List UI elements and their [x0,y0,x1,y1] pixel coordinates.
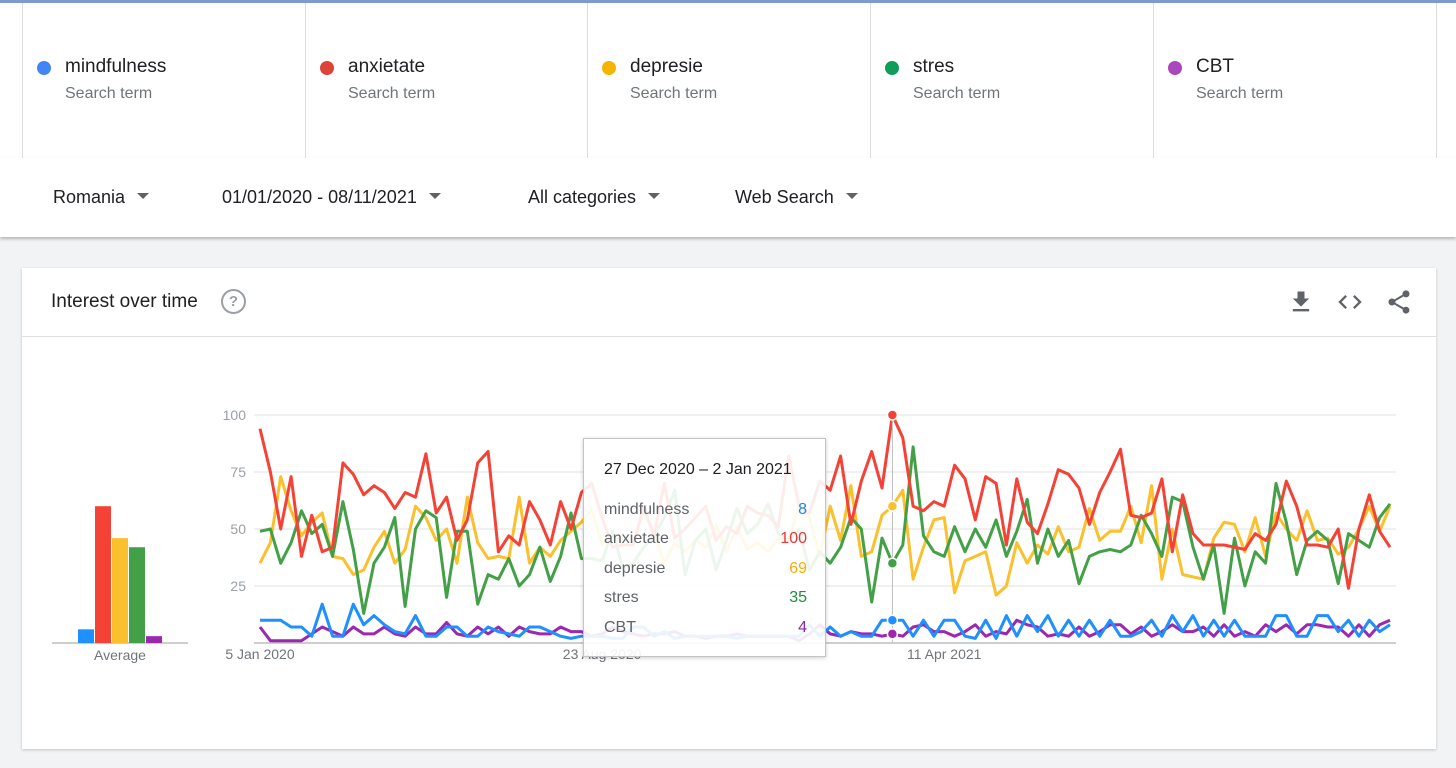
average-bar-stres [129,547,145,643]
region-dropdown[interactable]: Romania [53,187,150,208]
term-color-dot [885,61,899,75]
term-name: CBT [1196,56,1234,77]
hover-point-depresie [886,500,899,512]
term-name: stres [913,56,955,77]
y-tick-label: 50 [230,521,246,537]
tooltip-value: 8 [798,501,807,518]
tooltip-value: 35 [789,589,807,606]
tooltip-date: 27 Dec 2020 – 2 Jan 2021 [604,461,792,478]
term-card-mindfulness[interactable]: mindfulness Search term [22,3,304,158]
y-tick-label: 75 [230,464,246,480]
average-bar-cbt [146,636,162,643]
search-terms-bar: mindfulness Search term anxietate Search… [0,3,1456,159]
caret-down-icon [845,193,858,200]
tooltip-row-anxietate: anxietate 100 [604,530,807,554]
term-name: depresie [630,56,703,77]
term-card-cbt[interactable]: CBT Search term [1153,3,1435,158]
tooltip-row-cbt: CBT 4 [604,619,807,643]
term-type: Search term [630,85,718,102]
average-bar-mindfulness [78,629,94,643]
filters-bar: Romania 01/01/2020 - 08/11/2021 All cate… [0,158,1456,237]
term-type: Search term [913,85,1001,102]
y-tick-label: 100 [223,407,247,423]
hover-point-cbt [886,628,899,640]
average-bar-anxietate [95,506,111,643]
caret-down-icon [428,193,441,200]
term-type: Search term [1196,85,1284,102]
average-bar-depresie [112,538,128,643]
card-header: Interest over time ? [22,268,1436,337]
term-card-stres[interactable]: stres Search term [870,3,1152,158]
tooltip-term: stres [604,589,639,606]
tooltip-term: CBT [604,619,636,636]
term-card-anxietate[interactable]: anxietate Search term [305,3,587,158]
date-range-value: 01/01/2020 - 08/11/2021 [222,187,417,207]
tooltip-value: 69 [789,560,807,577]
search-type-dropdown[interactable]: Web Search [735,187,858,208]
tooltip-value: 100 [780,530,807,547]
tooltip-term: anxietate [604,530,669,547]
term-color-dot [602,61,616,75]
term-name: mindfulness [65,56,167,77]
average-label: Average [94,647,146,663]
top-accent-line [0,0,1456,3]
add-term-card[interactable] [1436,3,1456,158]
search-type-value: Web Search [735,187,834,207]
tooltip-value: 4 [798,619,807,636]
region-value: Romania [53,187,126,207]
tooltip-row-mindfulness: mindfulness 8 [604,501,807,525]
download-icon[interactable] [1287,288,1315,316]
category-dropdown[interactable]: All categories [528,187,661,208]
share-icon[interactable] [1385,288,1413,316]
date-range-dropdown[interactable]: 01/01/2020 - 08/11/2021 [222,187,441,208]
caret-down-icon [137,193,150,200]
x-tick-label: 11 Apr 2021 [907,646,982,662]
hover-point-anxietate [886,409,899,421]
term-name: anxietate [348,56,426,77]
term-color-dot [320,61,334,75]
average-bars: Average [52,506,188,663]
embed-code-icon[interactable] [1336,288,1364,316]
question-circle-icon[interactable]: ? [221,289,246,314]
y-tick-label: 25 [230,578,246,594]
tooltip-term: mindfulness [604,501,690,518]
term-color-dot [1168,61,1182,75]
caret-down-icon [648,193,661,200]
chart-tooltip: 27 Dec 2020 – 2 Jan 2021 mindfulness 8 a… [583,438,826,657]
hover-point-stres [886,557,899,569]
x-tick-label: 5 Jan 2020 [225,646,294,662]
term-type: Search term [348,85,436,102]
tooltip-row-stres: stres 35 [604,589,807,613]
term-color-dot [37,61,51,75]
tooltip-row-depresie: depresie 69 [604,560,807,584]
hover-point-mindfulness [886,614,899,626]
category-value: All categories [528,187,637,207]
term-type: Search term [65,85,153,102]
tooltip-term: depresie [604,560,666,577]
hover-indicator [886,409,899,643]
card-title: Interest over time [51,291,198,312]
term-card-depresie[interactable]: depresie Search term [587,3,869,158]
